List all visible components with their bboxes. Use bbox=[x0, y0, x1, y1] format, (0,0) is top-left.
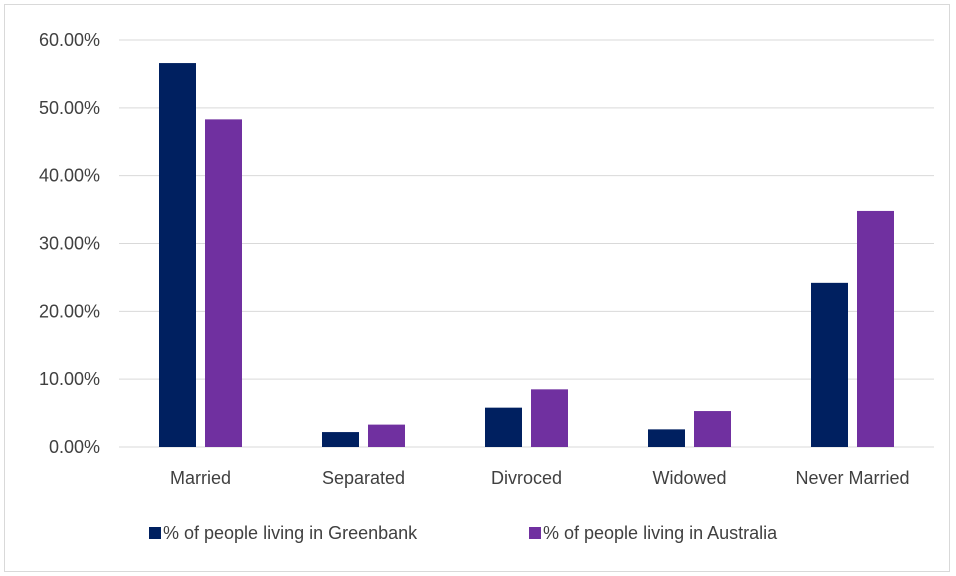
legend-label: % of people living in Greenbank bbox=[163, 523, 418, 543]
y-axis-tick-labels: 0.00% 10.00% 20.00% 30.00% 40.00% 50.00% 60.00… bbox=[39, 30, 100, 457]
y-tick-label: 60.00% bbox=[39, 30, 100, 50]
bar-australia-married bbox=[205, 119, 242, 448]
gridlines bbox=[119, 39, 934, 448]
y-tick-label: 40.00% bbox=[39, 166, 100, 186]
x-tick-label: Married bbox=[170, 468, 231, 488]
bars bbox=[159, 63, 894, 448]
y-tick-label: 20.00% bbox=[39, 301, 100, 321]
y-tick-label: 50.00% bbox=[39, 98, 100, 118]
x-tick-label: Divroced bbox=[491, 468, 562, 488]
legend: % of people living in Greenbank % of peop… bbox=[149, 523, 778, 543]
bar-australia-separated bbox=[368, 424, 405, 447]
x-axis-tick-labels: Married Separated Divroced Widowed Never Mar… bbox=[170, 468, 910, 488]
bar-greenbank-never-married bbox=[811, 282, 848, 447]
bar-greenbank-separated bbox=[322, 432, 359, 447]
x-tick-label: Widowed bbox=[652, 468, 726, 488]
legend-label: % of people living in Australia bbox=[543, 523, 778, 543]
x-tick-label: Never Married bbox=[795, 468, 909, 488]
y-tick-label: 10.00% bbox=[39, 369, 100, 389]
y-tick-label: 30.00% bbox=[39, 234, 100, 254]
legend-swatch bbox=[529, 527, 541, 539]
bar-australia-never-married bbox=[857, 210, 894, 447]
x-tick-label: Separated bbox=[322, 468, 405, 488]
legend-swatch bbox=[149, 527, 161, 539]
bar-australia-widowed bbox=[694, 411, 731, 447]
bar-australia-divroced bbox=[531, 389, 568, 447]
bar-greenbank-divroced bbox=[485, 407, 522, 447]
y-tick-label: 0.00% bbox=[49, 437, 100, 457]
bar-greenbank-widowed bbox=[648, 429, 685, 447]
bar-greenbank-married bbox=[159, 63, 196, 448]
